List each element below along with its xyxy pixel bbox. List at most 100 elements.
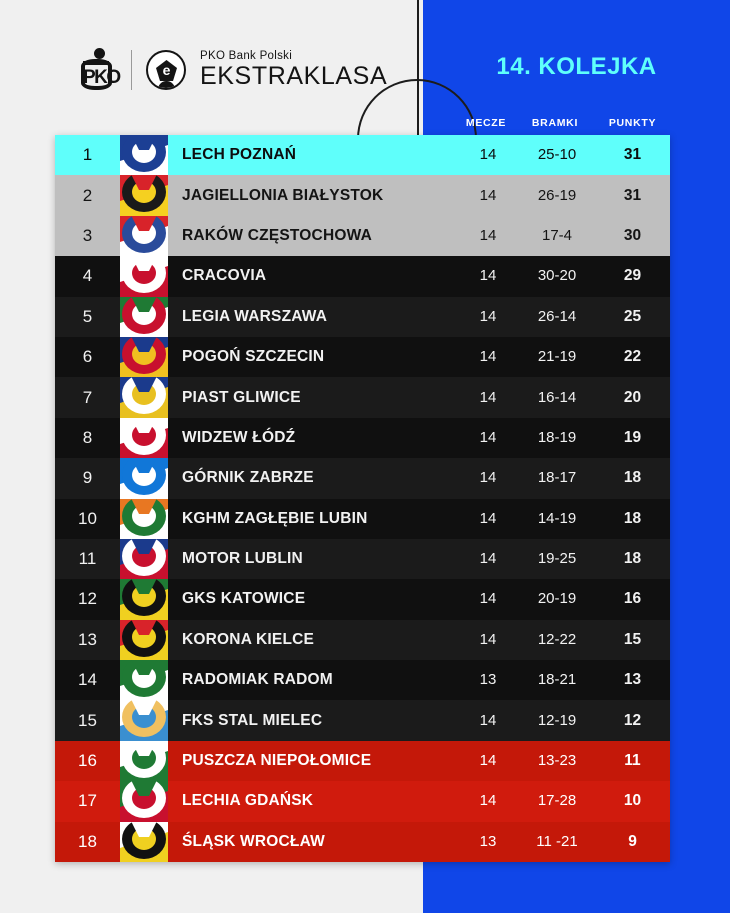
row-team-name: GKS KATOWICE (182, 590, 306, 608)
ball-patch-icon (148, 52, 155, 57)
rakow-crest (120, 215, 168, 257)
table-row[interactable]: 13 KORONA KIELCE 14 12-22 15 (55, 619, 670, 661)
table-row[interactable]: 18 ŚLĄSK WROCŁAW 13 11 -21 9 (55, 821, 670, 863)
column-header-points: PUNKTY (608, 117, 657, 129)
gks-katowice-crest (120, 579, 168, 620)
jagiellonia-crest (120, 175, 168, 216)
table-row[interactable]: 15 FKS STAL MIELEC 14 12-19 12 (55, 700, 670, 741)
row-points: 22 (623, 348, 642, 366)
row-matches-played: 13 (479, 832, 497, 850)
row-rank: 18 (78, 831, 97, 851)
row-rank: 14 (78, 670, 97, 690)
row-points: 18 (623, 550, 642, 568)
row-goals: 17-28 (537, 792, 577, 810)
table-row[interactable]: 10 KGHM ZAGŁĘBIE LUBIN 14 14-19 18 (55, 498, 670, 539)
table-row[interactable]: 7 PIAST GLIWICE 14 16-14 20 (55, 377, 670, 418)
row-team-name: RADOMIAK RADOM (182, 671, 333, 689)
row-goals: 17-4 (541, 226, 573, 244)
table-row[interactable]: 2 JAGIELLONIA BIAŁYSTOK 14 26-19 31 (55, 175, 670, 216)
row-rank: 3 (82, 225, 93, 245)
ball-patch-icon (177, 52, 184, 57)
row-rank: 4 (82, 266, 93, 286)
ekstraklasa-ball-icon: e (146, 50, 186, 90)
table-row[interactable]: 14 RADOMIAK RADOM 13 18-21 13 (55, 660, 670, 701)
table-row[interactable]: 9 GÓRNIK ZABRZE 14 18-17 18 (55, 458, 670, 499)
ekstraklasa-e-label: e (162, 62, 171, 78)
row-matches-played: 14 (479, 590, 497, 608)
table-row[interactable]: 6 POGOŃ SZCZECIN 14 21-19 22 (55, 336, 670, 378)
legia-crest (120, 296, 168, 337)
row-rank: 5 (82, 306, 93, 326)
row-points: 25 (623, 307, 642, 325)
page-title: 14. KOLEJKA (496, 53, 657, 80)
row-points: 10 (623, 792, 642, 810)
row-team-name: LEGIA WARSZAWA (182, 307, 328, 325)
row-team-name: FKS STAL MIELEC (182, 711, 323, 729)
league-standings-table: 1 LECH POZNAŃ 14 25-10 31 2 JAGIELLONIA BIAŁYS… (55, 135, 670, 863)
row-points: 13 (623, 671, 642, 689)
pko-arm-icon (83, 61, 109, 65)
row-matches-played: 14 (479, 388, 497, 406)
row-matches-played: 14 (479, 428, 497, 446)
row-team-name: GÓRNIK ZABRZE (182, 469, 314, 487)
row-team-name: MOTOR LUBLIN (182, 550, 303, 568)
row-team-name: ŚLĄSK WROCŁAW (182, 832, 325, 850)
row-rank: 11 (78, 549, 97, 569)
row-matches-played: 14 (479, 469, 497, 487)
row-goals: 14-19 (537, 509, 577, 527)
table-row[interactable]: 17 LECHIA GDAŃSK 14 17-28 10 (55, 781, 670, 822)
row-points: 9 (628, 832, 637, 850)
pko-mark-label: PKO (83, 67, 121, 88)
row-points: 16 (623, 590, 642, 608)
brand-sponsor-label: PKO Bank Polski (200, 50, 293, 62)
row-team-name: JAGIELLONIA BIAŁYSTOK (182, 186, 384, 204)
brand-league-label: EKSTRAKLASA (200, 62, 388, 90)
lechia-gdansk-crest (120, 781, 168, 822)
row-goals: 18-21 (537, 671, 577, 689)
row-points: 20 (623, 388, 642, 406)
row-goals: 21-19 (537, 348, 577, 366)
radomiak-crest (120, 660, 168, 701)
row-team-name: KORONA KIELCE (182, 630, 315, 648)
table-row[interactable]: 16 PUSZCZA NIEPOŁOMICE 14 13-23 11 (55, 740, 670, 782)
row-rank: 13 (78, 629, 97, 649)
row-matches-played: 14 (479, 630, 497, 648)
widzew-lodz-crest (120, 417, 168, 459)
row-goals: 19-25 (537, 550, 577, 568)
row-rank: 17 (78, 791, 97, 811)
table-row[interactable]: 12 GKS KATOWICE 14 20-19 16 (55, 579, 670, 620)
row-rank: 16 (78, 751, 97, 771)
table-row[interactable]: 1 LECH POZNAŃ 14 25-10 31 (55, 135, 670, 176)
row-goals: 16-14 (537, 388, 577, 406)
row-matches-played: 14 (479, 226, 497, 244)
brand-lockup: PKO e PKO Bank Polski EKSTRAKLASA (75, 48, 387, 92)
column-header-goals: BRAMKI (531, 117, 579, 129)
row-goals: 26-14 (537, 307, 577, 325)
row-rank: 10 (78, 508, 97, 528)
row-points: 31 (623, 146, 642, 164)
row-rank: 9 (82, 468, 93, 488)
row-goals: 18-19 (537, 428, 577, 446)
table-row[interactable]: 4 CRACOVIA 14 30-20 29 (55, 256, 670, 297)
row-goals: 20-19 (537, 590, 577, 608)
row-team-name: CRACOVIA (182, 267, 267, 285)
table-row[interactable]: 8 WIDZEW ŁÓDŹ 14 18-19 19 (55, 417, 670, 459)
row-points: 31 (623, 186, 642, 204)
table-column-headers: MECZE BRAMKI PUNKTY (455, 116, 670, 132)
table-row[interactable]: 11 MOTOR LUBLIN 14 19-25 18 (55, 538, 670, 580)
puszcza-crest (120, 740, 168, 782)
piast-gliwice-crest (120, 377, 168, 418)
row-team-name: PIAST GLIWICE (182, 388, 301, 406)
table-row[interactable]: 3 RAKÓW CZĘSTOCHOWA 14 17-4 30 (55, 215, 670, 257)
korona-kielce-crest (120, 619, 168, 661)
row-team-name: POGOŃ SZCZECIN (182, 348, 325, 366)
row-rank: 7 (82, 387, 93, 407)
row-rank: 15 (78, 710, 97, 730)
table-row[interactable]: 5 LEGIA WARSZAWA 14 26-14 25 (55, 296, 670, 337)
row-goals: 12-19 (537, 711, 577, 729)
row-goals: 12-22 (537, 630, 577, 648)
row-matches-played: 14 (479, 792, 497, 810)
gornik-zabrze-crest (120, 458, 168, 499)
row-points: 29 (623, 267, 642, 285)
